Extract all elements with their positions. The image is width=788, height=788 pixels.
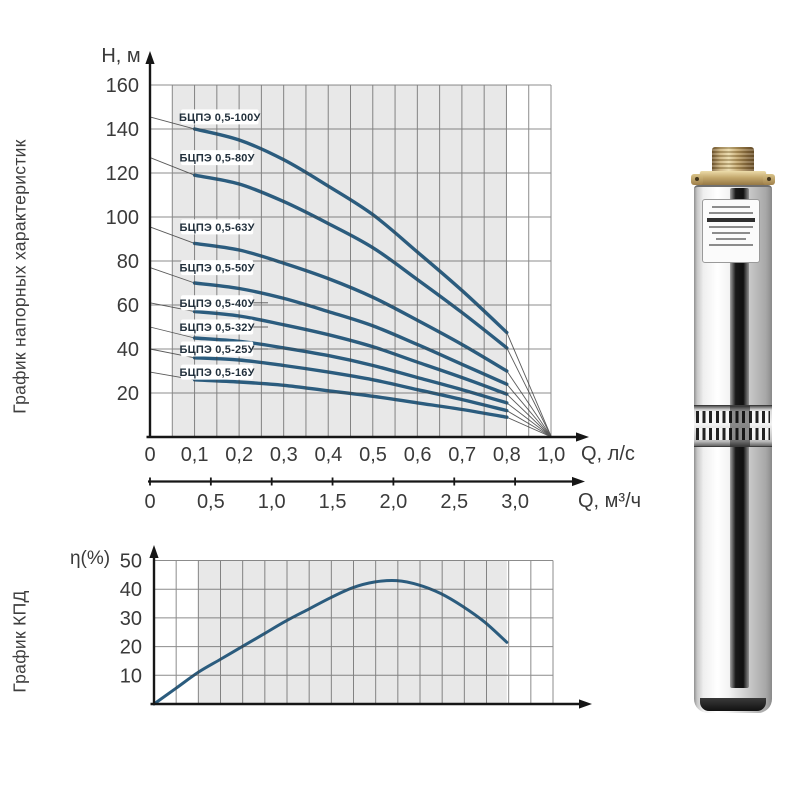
eff-grid xyxy=(153,560,554,704)
curve-label-chip xyxy=(181,150,254,166)
x-tick-label: 0,8 xyxy=(493,444,521,466)
y-tick-label: 60 xyxy=(117,295,139,317)
eff-y-axis-title: η(%) xyxy=(70,548,110,569)
pump-ear-left xyxy=(691,174,703,185)
head-curve-labels: БЦПЭ 0,5-100У БЦПЭ 0,5-80У БЦПЭ 0,5-63У БЦП… xyxy=(179,109,268,380)
m3h-tick-label: 0,5 xyxy=(197,491,225,513)
x-tick-label: 0,6 xyxy=(404,444,432,466)
x-axis-title: Q, л/с xyxy=(581,443,635,465)
efficiency-curve xyxy=(152,578,509,706)
axis-arrow-right-icon xyxy=(576,432,589,442)
x-tick-label: 0,1 xyxy=(181,444,209,466)
x-tick-label: 0,4 xyxy=(314,444,342,466)
curve-label-chip xyxy=(181,341,254,357)
x-tick-label: 0,3 xyxy=(270,444,298,466)
pump-bottom-cap xyxy=(700,698,766,711)
axis-arrow-right-icon xyxy=(579,699,592,709)
curve-label-chip xyxy=(181,219,254,235)
x-tick-label: 0,7 xyxy=(448,444,476,466)
eff-y-tick-label: 30 xyxy=(120,608,142,630)
m3h-tick-label: 2,0 xyxy=(379,491,407,513)
eff-axes: 10 20 30 40 50 η(%) xyxy=(70,545,592,709)
pump-nameplate xyxy=(702,199,760,263)
y-tick-label: 160 xyxy=(106,75,139,97)
m3h-tick-label: 1,0 xyxy=(258,491,286,513)
axis-arrow-up-icon xyxy=(149,545,159,558)
pump-top-flange xyxy=(700,171,766,186)
head-axes: 0 0,1 0,2 0,3 0,4 0,5 0,6 0,7 0,8 1,0 20 40 60 80 100 1… xyxy=(101,45,635,466)
efficiency-chart: 10 20 30 40 50 η(%) xyxy=(70,545,592,709)
eff-y-tick-label: 40 xyxy=(120,579,142,601)
m3h-axis-title: Q, м³/ч xyxy=(578,490,641,512)
x-tick-label: 0,2 xyxy=(225,444,253,466)
eff-operating-range-shade xyxy=(198,560,507,704)
pump-outlet-fitting xyxy=(712,147,754,173)
x-tick-label: 1,0 xyxy=(537,444,565,466)
curve-label: БЦПЭ 0,5-32У xyxy=(180,322,255,334)
curve-label-chip xyxy=(181,319,254,335)
curve-label: БЦПЭ 0,5-25У xyxy=(180,344,255,356)
axis-arrow-right-icon xyxy=(572,476,585,487)
axis-arrow-up-icon xyxy=(145,51,155,64)
m3h-tick-label: 1,5 xyxy=(319,491,347,513)
y-tick-label: 20 xyxy=(117,383,139,405)
y-tick-label: 40 xyxy=(117,339,139,361)
curve-label: БЦПЭ 0,5-100У xyxy=(179,112,260,124)
y-tick-label: 140 xyxy=(106,119,139,141)
eff-y-tick-label: 10 xyxy=(120,665,142,687)
x-tick-label: 0 xyxy=(144,444,155,466)
m3h-tick-label: 3,0 xyxy=(501,491,529,513)
curve-label-chip xyxy=(181,364,254,380)
curve-label-chip xyxy=(181,295,254,311)
pump-ear-right xyxy=(763,174,775,185)
curve-label: БЦПЭ 0,5-63У xyxy=(180,222,255,234)
y-tick-label: 100 xyxy=(106,207,139,229)
curve-label-chip xyxy=(181,109,259,125)
secondary-x-axis: 0 0,5 1,0 1,5 2,0 2,5 3,0 Q, м³/ч xyxy=(144,476,641,513)
eff-y-tick-label: 20 xyxy=(120,637,142,659)
pump-intake-screen xyxy=(694,405,772,447)
m3h-tick-label: 2,5 xyxy=(440,491,468,513)
m3h-tick-label: 0 xyxy=(144,491,155,513)
eff-y-tick-label: 50 xyxy=(120,551,142,573)
y-tick-label: 80 xyxy=(117,251,139,273)
y-tick-label: 120 xyxy=(106,163,139,185)
y-axis-title: Н, м xyxy=(101,45,140,67)
curve-label: БЦПЭ 0,5-40У xyxy=(180,298,255,310)
curve-label-chip xyxy=(181,260,254,276)
curve-label: БЦПЭ 0,5-80У xyxy=(180,153,255,165)
head-chart: БЦПЭ 0,5-100У БЦПЭ 0,5-80У БЦПЭ 0,5-63У БЦП… xyxy=(101,45,635,466)
x-tick-label: 0,5 xyxy=(359,444,387,466)
curve-label: БЦПЭ 0,5-16У xyxy=(180,367,255,379)
pump-photo xyxy=(691,147,775,713)
pump-body xyxy=(694,185,772,713)
curve-label: БЦПЭ 0,5-50У xyxy=(180,263,255,275)
